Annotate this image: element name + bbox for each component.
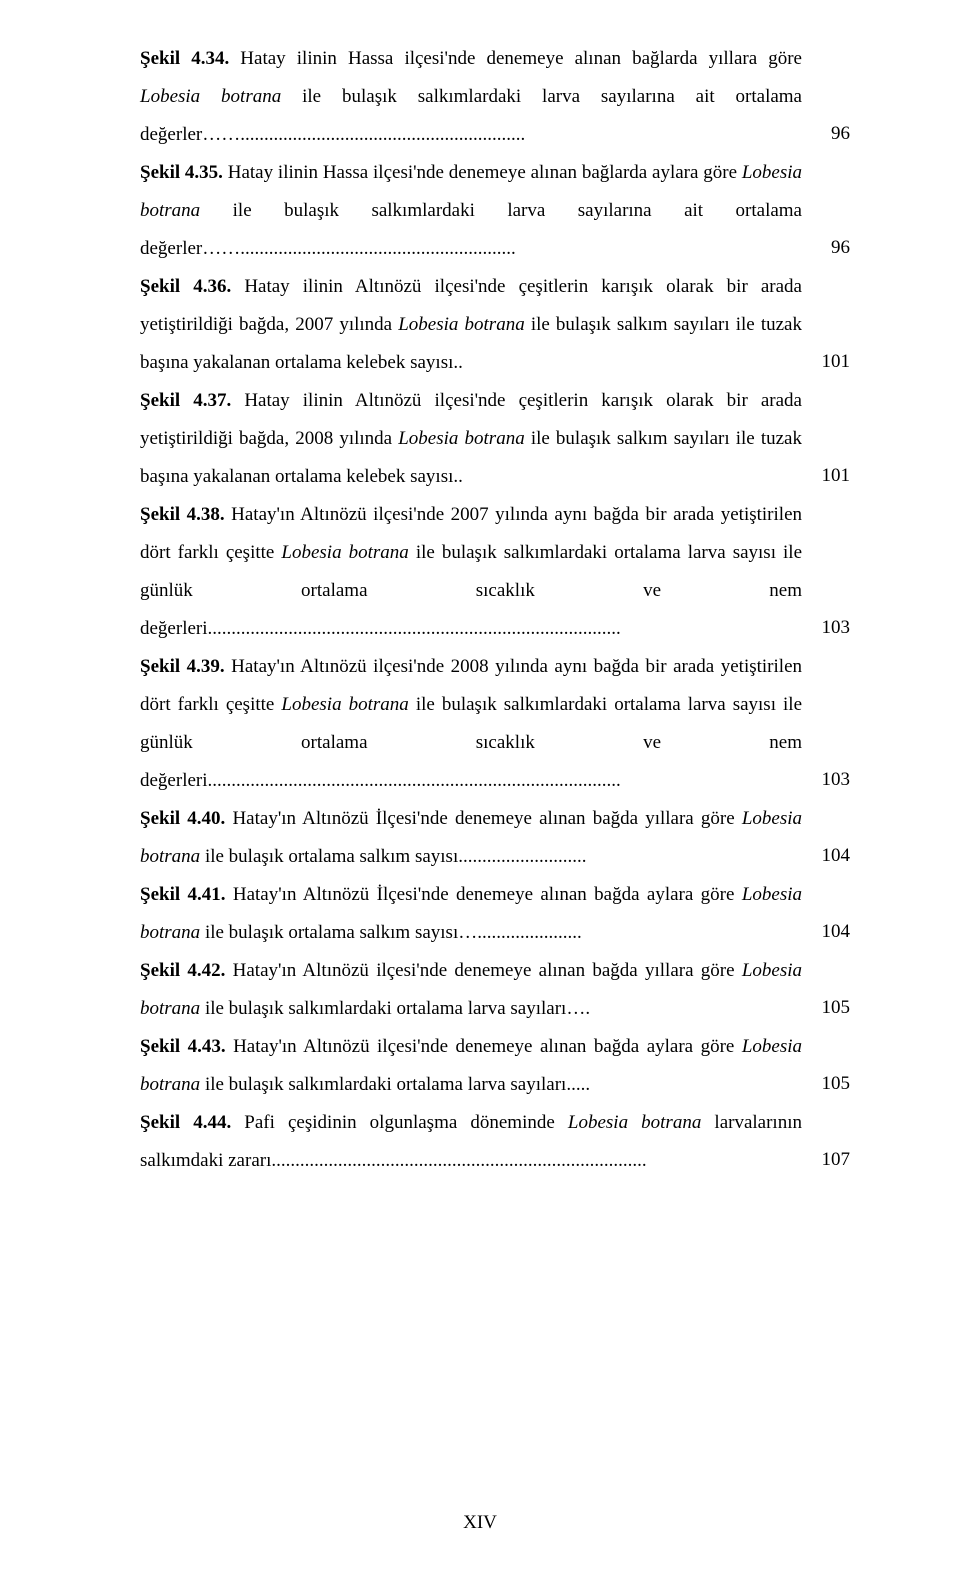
species-name: Lobesia botrana <box>568 1112 701 1133</box>
figure-description: ile bulaşık salkımlardaki ortalama larva… <box>200 1074 590 1095</box>
figure-list-container: Şekil 4.34. Hatay ilinin Hassa ilçesi'nd… <box>140 40 850 1180</box>
figure-label: Şekil 4.41. <box>140 884 226 905</box>
page-number: 103 <box>802 617 850 648</box>
figure-entry: Şekil 4.44. Pafi çeşidinin olgunlaşma dö… <box>140 1104 850 1180</box>
figure-label: Şekil 4.34. <box>140 48 229 69</box>
figure-description: Hatay'ın Altınözü İlçesi'nde denemeye al… <box>225 808 742 829</box>
figure-description: ile bulaşık salkımlardaki ortalama larva… <box>200 998 590 1019</box>
page-number: 101 <box>802 465 850 496</box>
figure-entry-text: Şekil 4.38. Hatay'ın Altınözü ilçesi'nde… <box>140 496 802 648</box>
page-number: 101 <box>802 351 850 382</box>
figure-entry-text: Şekil 4.40. Hatay'ın Altınözü İlçesi'nde… <box>140 800 802 876</box>
figure-description: ile bulaşık ortalama salkım sayısı......… <box>200 846 586 867</box>
figure-entry-text: Şekil 4.35. Hatay ilinin Hassa ilçesi'nd… <box>140 154 802 268</box>
figure-entry-text: Şekil 4.39. Hatay'ın Altınözü ilçesi'nde… <box>140 648 802 800</box>
species-name: Lobesia botrana <box>281 694 408 715</box>
figure-entry: Şekil 4.39. Hatay'ın Altınözü ilçesi'nde… <box>140 648 850 800</box>
figure-entry-text: Şekil 4.41. Hatay'ın Altınözü İlçesi'nde… <box>140 876 802 952</box>
page-number: 104 <box>802 845 850 876</box>
page-number: 96 <box>802 237 850 268</box>
figure-entry-text: Şekil 4.34. Hatay ilinin Hassa ilçesi'nd… <box>140 40 802 154</box>
page-number: 96 <box>802 123 850 154</box>
figure-description: Hatay ilinin Hassa ilçesi'nde denemeye a… <box>229 48 802 69</box>
figure-description: Pafi çeşidinin olgunlaşma döneminde <box>231 1112 568 1133</box>
figure-entry: Şekil 4.34. Hatay ilinin Hassa ilçesi'nd… <box>140 40 850 154</box>
species-name: Lobesia botrana <box>398 428 524 449</box>
figure-label: Şekil 4.37. <box>140 390 231 411</box>
figure-description: ile bulaşık salkımlardaki larva sayıları… <box>140 200 802 259</box>
figure-label: Şekil 4.43. <box>140 1036 226 1057</box>
figure-entry: Şekil 4.41. Hatay'ın Altınözü İlçesi'nde… <box>140 876 850 952</box>
figure-entry-text: Şekil 4.43. Hatay'ın Altınözü ilçesi'nde… <box>140 1028 802 1104</box>
figure-label: Şekil 4.44. <box>140 1112 231 1133</box>
page-number: 104 <box>802 921 850 952</box>
figure-entry: Şekil 4.36. Hatay ilinin Altınözü ilçesi… <box>140 268 850 382</box>
page-number: 105 <box>802 1073 850 1104</box>
page-footer: XIV <box>0 1512 960 1534</box>
figure-entry: Şekil 4.42. Hatay'ın Altınözü ilçesi'nde… <box>140 952 850 1028</box>
figure-label: Şekil 4.36. <box>140 276 231 297</box>
figure-entry: Şekil 4.43. Hatay'ın Altınözü ilçesi'nde… <box>140 1028 850 1104</box>
figure-entry-text: Şekil 4.44. Pafi çeşidinin olgunlaşma dö… <box>140 1104 802 1180</box>
figure-entry-text: Şekil 4.36. Hatay ilinin Altınözü ilçesi… <box>140 268 802 382</box>
species-name: Lobesia botrana <box>398 314 524 335</box>
figure-description: Hatay'ın Altınözü İlçesi'nde denemeye al… <box>226 884 742 905</box>
figure-entry-text: Şekil 4.37. Hatay ilinin Altınözü ilçesi… <box>140 382 802 496</box>
species-name: Lobesia botrana <box>281 542 408 563</box>
page-number: 105 <box>802 997 850 1028</box>
figure-entry: Şekil 4.40. Hatay'ın Altınözü İlçesi'nde… <box>140 800 850 876</box>
figure-label: Şekil 4.40. <box>140 808 225 829</box>
figure-description: Hatay'ın Altınözü ilçesi'nde denemeye al… <box>226 1036 742 1057</box>
species-name: Lobesia botrana <box>140 86 281 107</box>
page-number: 103 <box>802 769 850 800</box>
figure-description: ile bulaşık ortalama salkım sayısı….....… <box>200 922 582 943</box>
figure-label: Şekil 4.42. <box>140 960 225 981</box>
figure-label: Şekil 4.35. <box>140 162 223 183</box>
page-number: 107 <box>802 1149 850 1180</box>
figure-entry: Şekil 4.37. Hatay ilinin Altınözü ilçesi… <box>140 382 850 496</box>
figure-label: Şekil 4.38. <box>140 504 225 525</box>
figure-entry: Şekil 4.35. Hatay ilinin Hassa ilçesi'nd… <box>140 154 850 268</box>
figure-entry: Şekil 4.38. Hatay'ın Altınözü ilçesi'nde… <box>140 496 850 648</box>
figure-description: Hatay ilinin Hassa ilçesi'nde denemeye a… <box>223 162 742 183</box>
figure-description: Hatay'ın Altınözü ilçesi'nde denemeye al… <box>225 960 741 981</box>
figure-entry-text: Şekil 4.42. Hatay'ın Altınözü ilçesi'nde… <box>140 952 802 1028</box>
figure-label: Şekil 4.39. <box>140 656 225 677</box>
